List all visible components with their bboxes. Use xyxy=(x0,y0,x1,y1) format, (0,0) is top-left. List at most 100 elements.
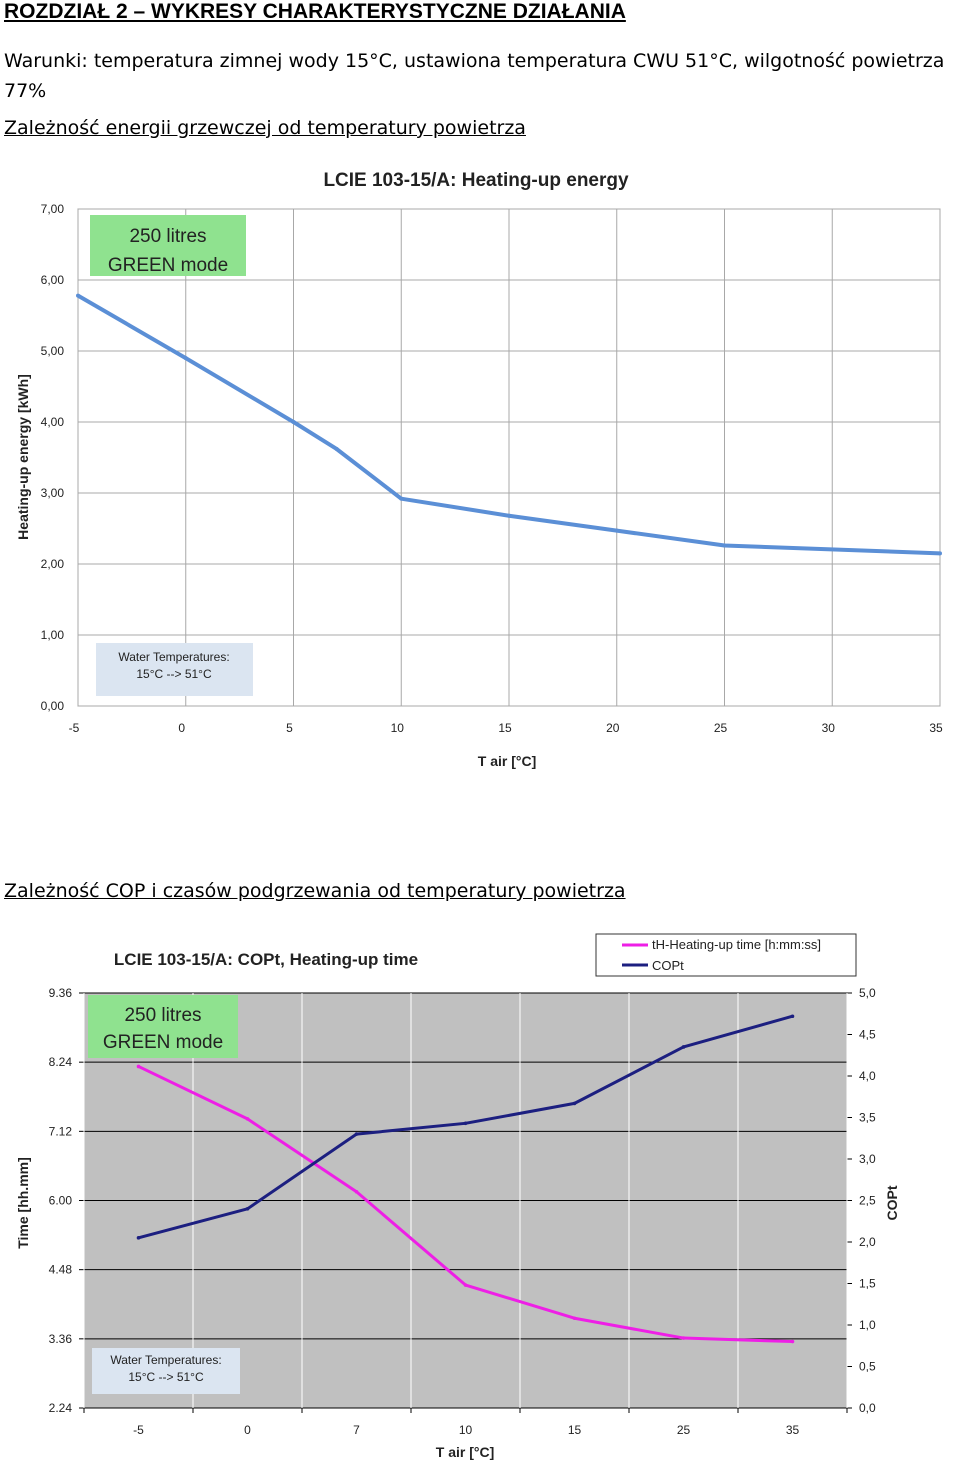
copt-data-point xyxy=(790,1014,795,1019)
conditions-text: Warunki: temperatura zimnej wody 15°C, u… xyxy=(4,50,945,102)
copt-y-tick-label: 2,0 xyxy=(859,1235,876,1249)
copt-y-tick-label: 1,5 xyxy=(859,1277,876,1291)
energy-mode-box xyxy=(90,215,246,276)
copt-y-tick-label: 1,0 xyxy=(859,1318,876,1332)
copt-data-point xyxy=(463,1121,468,1126)
energy-x-tick-label: -5 xyxy=(69,721,80,735)
energy-x-tick-label: 20 xyxy=(606,721,620,735)
copt-data-point xyxy=(245,1207,250,1211)
cop-x-tick-label: 10 xyxy=(459,1423,473,1437)
cop-water-box xyxy=(92,1348,240,1394)
heating-time-data-point xyxy=(463,1283,468,1287)
cop-x-tick-label: 15 xyxy=(568,1423,582,1437)
energy-data-point xyxy=(334,446,339,451)
time-y-tick-label: 8.24 xyxy=(49,1055,73,1069)
time-y-tick-label: 4.48 xyxy=(49,1263,73,1277)
copt-y-ticks: 0,0 0,5 1,0 1,5 2,0 2,5 3,0 3,5 4,0 4,5 5,0 xyxy=(859,986,876,1415)
energy-data-point xyxy=(507,513,511,518)
energy-y-tick-label: 3,00 xyxy=(41,486,65,500)
time-y-axis-label: Time [hh.mm] xyxy=(15,1157,31,1249)
time-y-ticks: 2.24 3.36 4.48 6.00 7.12 8.24 9.36 xyxy=(49,986,73,1415)
energy-y-tick-label: 2,00 xyxy=(41,557,65,571)
cop-legend-box xyxy=(595,933,857,977)
heating-energy-chart: 0,00 1,00 2,00 3,00 4,00 5,00 6,00 7,00 -5 0 5 10 1… xyxy=(15,170,943,769)
energy-x-tick-label: 10 xyxy=(391,721,405,735)
time-y-tick-label: 7.12 xyxy=(49,1124,73,1138)
cop-x-tick-label: 25 xyxy=(677,1423,691,1437)
energy-data-point xyxy=(614,528,619,533)
energy-x-ticks: -5 0 5 10 15 20 25 30 35 xyxy=(69,721,943,735)
energy-data-point xyxy=(722,543,727,548)
cop-x-axis-label: T air [°C] xyxy=(436,1444,495,1460)
energy-y-tick-label: 4,00 xyxy=(41,415,65,429)
cop-mode-line2: GREEN mode xyxy=(103,1032,223,1053)
energy-x-tick-label: 30 xyxy=(822,721,836,735)
energy-series-points xyxy=(76,293,942,556)
energy-mode-line2: GREEN mode xyxy=(108,255,228,276)
copt-y-tick-label: 2,5 xyxy=(859,1194,876,1208)
heating-time-data-point xyxy=(136,1064,141,1069)
copt-y-tick-label: 5,0 xyxy=(859,986,876,1000)
copt-y-tick-label: 0,0 xyxy=(859,1401,876,1415)
energy-y-tick-label: 0,00 xyxy=(41,699,65,713)
energy-y-tick-label: 5,00 xyxy=(41,344,65,358)
copt-y-tick-label: 0,5 xyxy=(859,1360,876,1374)
cop-section-title: Zależność COP i czasów podgrzewania od t… xyxy=(4,880,626,902)
energy-x-tick-label: 5 xyxy=(286,721,293,735)
cop-x-ticks: -5 0 7 10 15 25 35 xyxy=(133,1423,799,1437)
cop-series-points xyxy=(136,1014,795,1344)
energy-mode-line1: 250 litres xyxy=(129,226,206,247)
cop-chart-title: LCIE 103-15/A: COPt, Heating-up time xyxy=(114,950,418,969)
heating-time-data-point xyxy=(681,1336,686,1340)
cop-x-tick-label: 0 xyxy=(244,1423,251,1437)
cop-x-tick-label: -5 xyxy=(133,1423,144,1437)
copt-y-axis-label: COPt xyxy=(884,1185,900,1220)
copt-y-tick-label: 4,5 xyxy=(859,1028,876,1042)
time-y-tick-label: 2.24 xyxy=(49,1401,73,1415)
energy-data-point xyxy=(291,420,296,424)
energy-y-tick-label: 6,00 xyxy=(41,273,65,287)
chapter-heading: ROZDZIAŁ 2 – WYKRESY CHARAKTERYSTYCZNE D… xyxy=(4,0,626,23)
energy-gridlines xyxy=(77,208,941,707)
energy-y-tick-label: 1,00 xyxy=(41,628,65,642)
cop-heating-time-chart: 2.24 3.36 4.48 6.00 7.12 8.24 9.36 0,0 0,5 1,0 1,… xyxy=(15,933,900,1460)
heating-time-data-point xyxy=(790,1339,795,1344)
cop-legend: tH-Heating-up time [h:mm:ss] COPt xyxy=(595,933,857,977)
energy-section-title: Zależność energii grzewczej od temperatu… xyxy=(4,117,526,139)
heating-time-data-point xyxy=(245,1117,250,1121)
copt-data-point xyxy=(136,1236,141,1240)
energy-water-line1: Water Temperatures: xyxy=(118,650,229,664)
energy-water-box xyxy=(96,643,253,696)
energy-chart-title: LCIE 103-15/A: Heating-up energy xyxy=(323,170,629,191)
energy-y-tick-label: 7,00 xyxy=(41,202,65,216)
cop-x-tick-label: 7 xyxy=(353,1423,360,1437)
time-y-tick-label: 3.36 xyxy=(49,1332,73,1346)
energy-data-point xyxy=(938,551,942,556)
energy-x-tick-label: 35 xyxy=(929,721,943,735)
energy-data-point xyxy=(183,356,188,361)
energy-x-tick-label: 25 xyxy=(714,721,728,735)
cop-mode-box xyxy=(88,995,238,1058)
copt-data-point xyxy=(572,1101,577,1106)
copt-y-tick-label: 3,0 xyxy=(859,1152,876,1166)
cop-mode-line1: 250 litres xyxy=(124,1005,201,1026)
copt-y-tick-label: 3,5 xyxy=(859,1111,876,1125)
energy-y-axis-label: Heating-up energy [kWh] xyxy=(15,374,31,540)
energy-data-point xyxy=(76,293,80,298)
energy-x-tick-label: 0 xyxy=(178,721,185,735)
energy-y-ticks: 0,00 1,00 2,00 3,00 4,00 5,00 6,00 7,00 xyxy=(41,202,65,713)
energy-x-axis-label: T air [°C] xyxy=(478,753,537,769)
time-y-tick-label: 9.36 xyxy=(49,986,73,1000)
energy-data-point xyxy=(399,496,404,501)
heating-time-data-point xyxy=(572,1316,577,1321)
time-y-tick-label: 6.00 xyxy=(49,1194,73,1208)
cop-x-tick-label: 35 xyxy=(786,1423,800,1437)
cop-water-line1: Water Temperatures: xyxy=(110,1353,221,1367)
copt-data-point xyxy=(681,1045,686,1049)
copt-y-tick-label: 4,0 xyxy=(859,1069,876,1083)
energy-water-line2: 15°C --> 51°C xyxy=(136,667,212,681)
cop-water-line2: 15°C --> 51°C xyxy=(128,1370,204,1384)
heating-time-data-point xyxy=(354,1189,359,1194)
copt-data-point xyxy=(354,1132,359,1136)
legend-label-heating-time: tH-Heating-up time [h:mm:ss] xyxy=(652,937,821,952)
